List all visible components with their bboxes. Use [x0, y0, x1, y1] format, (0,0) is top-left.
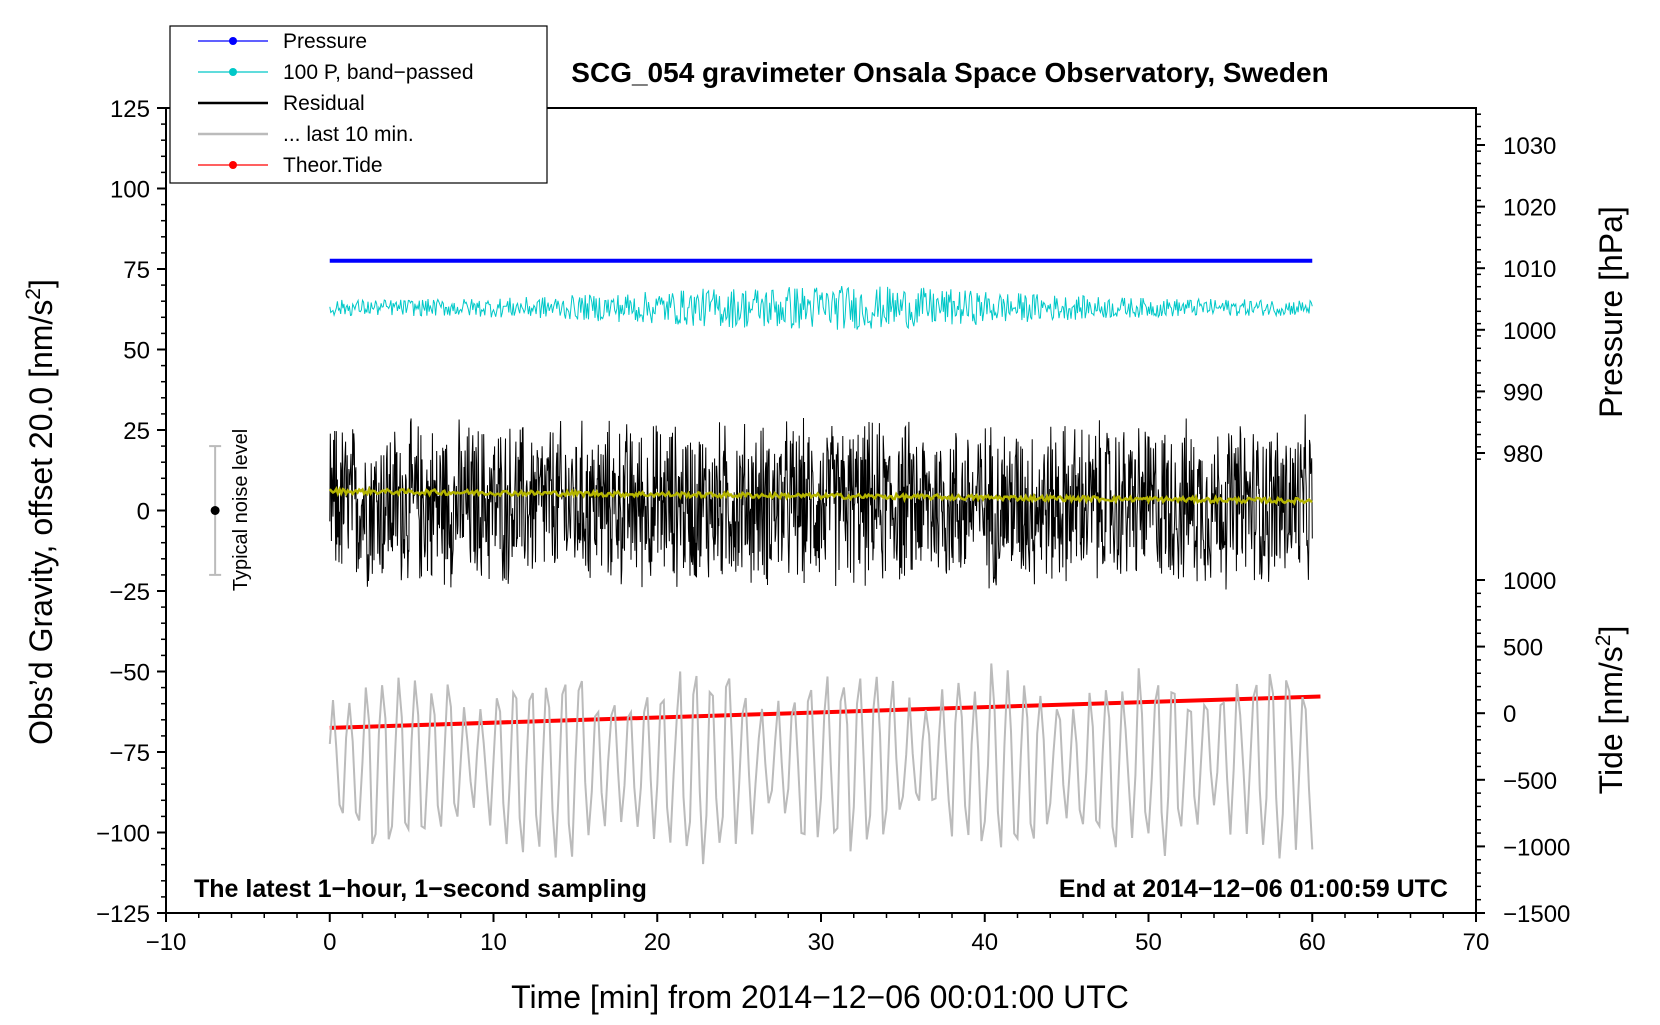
pressure-tick-label: 980: [1503, 441, 1543, 468]
y-axis-pressure-title: Pressure [hPa]: [1593, 206, 1629, 418]
chart-title: SCG_054 gravimeter Onsala Space Observat…: [571, 57, 1328, 88]
residual-smoothed-series: [328, 485, 1313, 506]
y-tick-label: 125: [110, 96, 150, 123]
y-axis-left-title: Obs’d Gravity, offset 20.0 [nm/s2]: [22, 279, 59, 745]
legend-label: ... last 10 min.: [283, 123, 414, 146]
y-tick-label: −125: [96, 901, 150, 928]
legend-label: Pressure: [283, 30, 367, 53]
y-tick-label: −100: [96, 821, 150, 848]
x-tick-label: 0: [323, 929, 336, 956]
y-tick-label: −75: [109, 740, 150, 767]
noise-center-dot: [210, 506, 220, 515]
tide-tick-label: −500: [1503, 768, 1557, 795]
noise-level-label: Typical noise level: [230, 429, 252, 591]
pressure-tick-label: 990: [1503, 379, 1543, 406]
x-tick-label: 70: [1463, 929, 1490, 956]
legend-label: Residual: [283, 92, 365, 115]
x-tick-label: 20: [644, 929, 671, 956]
noise-level-indicator: [209, 445, 222, 576]
x-axis-title: Time [min] from 2014−12−06 00:01:00 UTC: [511, 979, 1129, 1015]
x-tick-label: 30: [808, 929, 835, 956]
legend-marker: [229, 37, 237, 45]
residual-series: [329, 414, 1313, 590]
x-tick-label: 10: [480, 929, 507, 956]
y-tick-label: 75: [123, 257, 150, 284]
legend-marker: [229, 68, 237, 76]
tide-tick-label: 0: [1503, 701, 1516, 728]
y-tick-label: 50: [123, 338, 150, 365]
x-axis: −10 0 10 20 30 40 50 60 70: [146, 913, 1490, 956]
tide-tick-label: −1500: [1503, 901, 1570, 928]
end-time-note: End at 2014−12−06 01:00:59 UTC: [1059, 875, 1448, 903]
legend: Pressure 100 P, band−passed Residual ... la…: [169, 25, 548, 184]
pressure-tick-label: 1030: [1503, 133, 1556, 160]
legend-box: [169, 25, 548, 184]
series-layer: [328, 258, 1321, 865]
x-tick-label: −10: [146, 929, 187, 956]
pressure-tick-label: 1000: [1503, 318, 1556, 345]
tide-tick-label: 1000: [1503, 568, 1556, 595]
y-axis-left: 125 100 75 50 25 0 −25 −50 −75 −100 −125: [96, 96, 166, 928]
x-tick-label: 40: [971, 929, 998, 956]
y-axis-pressure: 1030 1020 1010 1000 990 980: [1476, 113, 1556, 468]
sampling-note: The latest 1−hour, 1−second sampling: [194, 875, 647, 903]
y-tick-label: 0: [137, 499, 150, 526]
legend-label: 100 P, band−passed: [283, 61, 474, 84]
x-tick-label: 60: [1299, 929, 1326, 956]
last-10-min-series: [328, 663, 1314, 865]
pressure-tick-label: 1010: [1503, 256, 1556, 283]
y-tick-label: 25: [123, 418, 150, 445]
legend-marker: [229, 161, 237, 169]
y-axis-tide-title: Tide [nm/s2]: [1592, 626, 1629, 795]
y-tick-label: −25: [109, 579, 150, 606]
legend-label: Theor.Tide: [283, 154, 383, 177]
x-tick-label: 50: [1135, 929, 1162, 956]
y-tick-label: 100: [110, 177, 150, 204]
y-axis-tide: 1000 500 0 −500 −1000 −1500: [1476, 568, 1570, 928]
y-tick-label: −50: [109, 660, 150, 687]
tide-tick-label: 500: [1503, 635, 1543, 662]
pressure-tick-label: 1020: [1503, 195, 1556, 222]
tide-tick-label: −1000: [1503, 834, 1570, 861]
band-passed-pressure-series: [329, 286, 1313, 330]
